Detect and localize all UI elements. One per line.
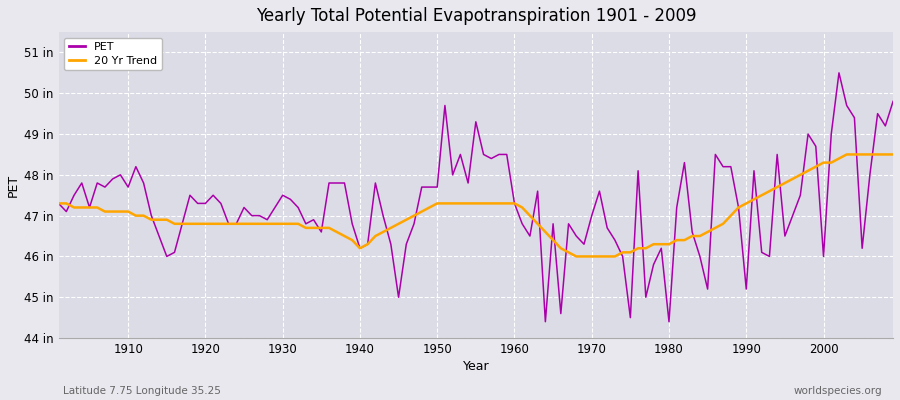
Title: Yearly Total Potential Evapotranspiration 1901 - 2009: Yearly Total Potential Evapotranspiratio… (256, 7, 696, 25)
Y-axis label: PET: PET (7, 174, 20, 197)
Text: worldspecies.org: worldspecies.org (794, 386, 882, 396)
X-axis label: Year: Year (463, 360, 489, 373)
Legend: PET, 20 Yr Trend: PET, 20 Yr Trend (64, 38, 162, 70)
Text: Latitude 7.75 Longitude 35.25: Latitude 7.75 Longitude 35.25 (63, 386, 220, 396)
